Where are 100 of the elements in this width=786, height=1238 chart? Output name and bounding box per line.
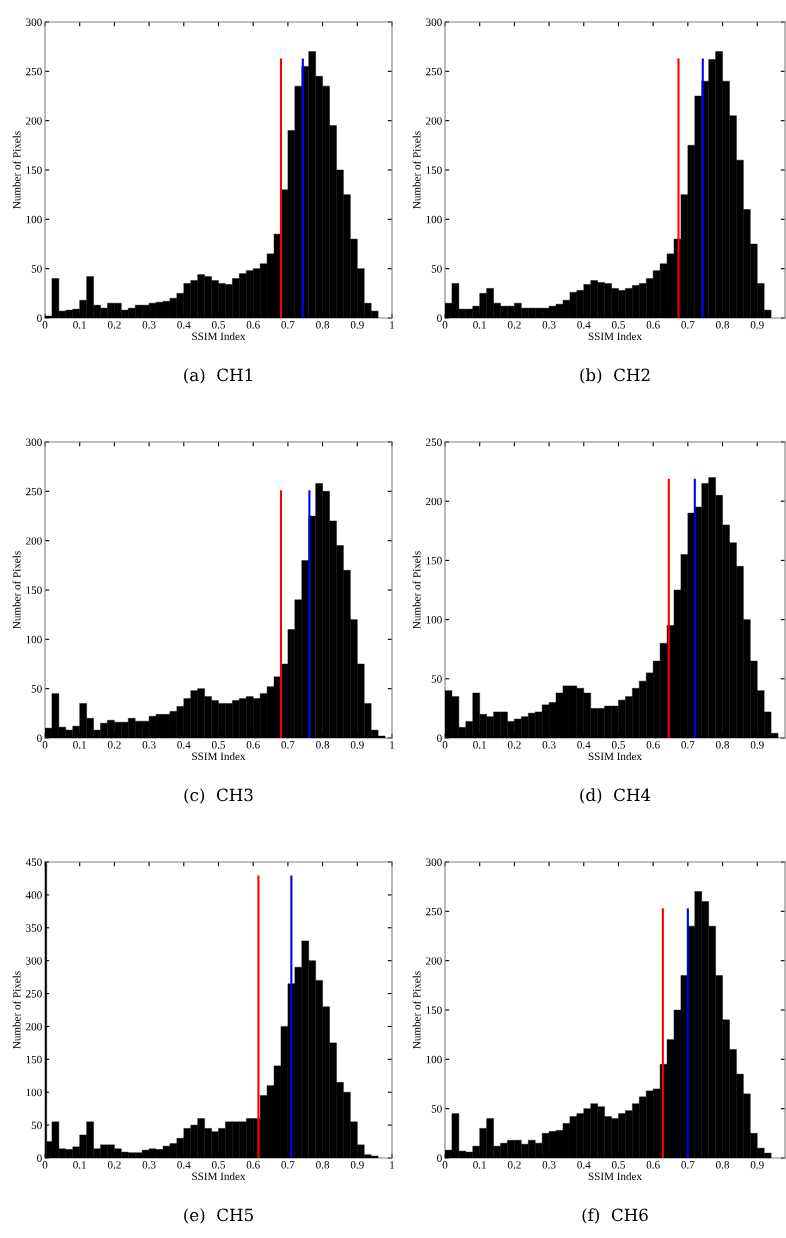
y-axis-title: Number of Pixels	[412, 551, 421, 629]
y-axis-title: Number of Pixels	[12, 971, 21, 1049]
text: (e) CH5	[184, 1208, 253, 1224]
x-tick-label: 0.3	[542, 741, 556, 749]
x-tick-label: 0.3	[542, 321, 556, 329]
x-tick-label: 1	[390, 741, 395, 749]
x-tick-label: 0.2	[507, 321, 521, 329]
y-tick-label: 50	[431, 675, 442, 683]
y-tick-label: 100	[426, 616, 442, 624]
y-tick-label: 0	[37, 734, 42, 742]
x-axis-title: SSIM Index	[192, 332, 246, 341]
x-tick-label: 0	[42, 1161, 48, 1169]
y-tick-label: 250	[26, 990, 42, 998]
y-tick-label: 200	[426, 957, 442, 965]
x-tick-label: 0.4	[177, 741, 191, 749]
y-tick-label: 0	[437, 1154, 442, 1162]
y-tick-label: 150	[426, 1006, 442, 1014]
x-tick-label: 1	[390, 321, 395, 329]
x-tick-label: 0.2	[107, 321, 121, 329]
y-tick-label: 400	[25, 891, 42, 899]
y-tick-label: 350	[26, 924, 42, 932]
x-tick-label: 0.1	[73, 321, 86, 329]
text: (f) CH6	[582, 1208, 648, 1224]
x-tick-label: 0.5	[211, 321, 226, 329]
x-tick-label: 0	[42, 741, 48, 749]
x-tick-label: 0.1	[73, 1161, 86, 1169]
x-tick-label: 0.9	[750, 321, 764, 329]
x-tick-label: 0.6	[246, 741, 260, 749]
y-tick-label: 200	[426, 117, 442, 125]
text: (b) CH2	[580, 368, 650, 384]
y-tick-label: 250	[26, 487, 42, 496]
x-tick-label: 0.4	[577, 321, 591, 329]
y-tick-label: 100	[26, 215, 42, 224]
text: (c) CH3	[184, 788, 253, 804]
y-tick-label: 150	[26, 1055, 42, 1064]
x-tick-label: 0	[442, 741, 448, 749]
x-tick-label: 0.5	[611, 1161, 625, 1169]
x-tick-label: 0.9	[750, 1161, 764, 1169]
x-tick-label: 0.2	[107, 1161, 121, 1169]
x-tick-label: 0.5	[211, 741, 226, 749]
x-tick-label: 0.5	[611, 741, 625, 749]
x-tick-label: 0.9	[350, 1161, 364, 1169]
y-tick-label: 300	[426, 858, 442, 866]
x-tick-label: 0.7	[281, 741, 295, 749]
x-tick-label: 0	[442, 1161, 448, 1169]
y-tick-label: 300	[26, 957, 42, 965]
x-tick-label: 0.3	[142, 321, 156, 329]
y-tick-label: 0	[37, 1154, 42, 1162]
y-tick-label: 250	[426, 67, 442, 76]
x-tick-label: 0.3	[542, 1161, 556, 1169]
y-tick-label: 300	[26, 438, 42, 446]
x-tick-label: 0.7	[681, 1161, 695, 1169]
y-tick-label: 150	[426, 556, 442, 565]
x-tick-label: 0.8	[716, 1161, 730, 1169]
text: (d) CH4	[580, 788, 651, 804]
x-tick-label: 0.9	[750, 741, 764, 749]
y-tick-label: 250	[426, 438, 442, 446]
x-tick-label: 0.9	[350, 741, 364, 749]
y-tick-label: 150	[26, 586, 42, 594]
y-tick-label: 100	[26, 1088, 42, 1097]
x-tick-label: 0.6	[646, 321, 660, 329]
y-tick-label: 300	[426, 18, 442, 26]
x-tick-label: 0.7	[681, 741, 695, 749]
x-tick-label: 0.7	[681, 321, 695, 329]
x-axis-title: SSIM Index	[588, 332, 642, 341]
y-tick-label: 50	[31, 685, 42, 693]
x-tick-label: 0.2	[507, 741, 521, 749]
y-tick-label: 0	[437, 314, 442, 322]
y-tick-label: 100	[426, 215, 442, 224]
x-tick-label: 0.6	[646, 1161, 660, 1169]
y-tick-label: 50	[431, 265, 442, 273]
text: (a) CH1	[184, 368, 252, 384]
y-tick-label: 150	[426, 166, 442, 174]
y-tick-label: 200	[26, 117, 42, 125]
x-tick-label: 0.4	[177, 1161, 191, 1169]
y-tick-label: 150	[26, 166, 42, 174]
y-tick-label: 200	[26, 537, 42, 545]
y-tick-label: 50	[31, 1121, 42, 1130]
x-tick-label: 0.8	[316, 741, 330, 749]
x-tick-label: 0	[442, 321, 448, 329]
y-tick-label: 250	[426, 907, 442, 916]
x-tick-label: 0.7	[281, 321, 295, 329]
x-tick-label: 0.5	[611, 321, 625, 329]
y-tick-label: 300	[26, 18, 42, 26]
x-tick-label: 0.3	[142, 1161, 156, 1169]
x-tick-label: 0.3	[142, 741, 156, 749]
x-tick-label: 0.6	[246, 1161, 260, 1169]
x-tick-label: 0.2	[107, 741, 121, 749]
x-tick-label: 0.7	[281, 1161, 295, 1169]
x-tick-label: 0	[42, 321, 48, 329]
y-tick-label: 200	[26, 1022, 42, 1031]
x-tick-label: 0.8	[716, 741, 730, 749]
x-tick-label: 0.4	[177, 321, 191, 329]
x-tick-label: 0.9	[350, 321, 364, 329]
x-axis-title: SSIM Index	[192, 752, 246, 761]
x-tick-label: 0.8	[716, 321, 730, 329]
x-axis-title: SSIM Index	[588, 1172, 642, 1181]
x-axis-title: SSIM Index	[192, 1172, 246, 1181]
x-tick-label: 1	[390, 1161, 395, 1169]
y-tick-label: 50	[431, 1105, 442, 1113]
